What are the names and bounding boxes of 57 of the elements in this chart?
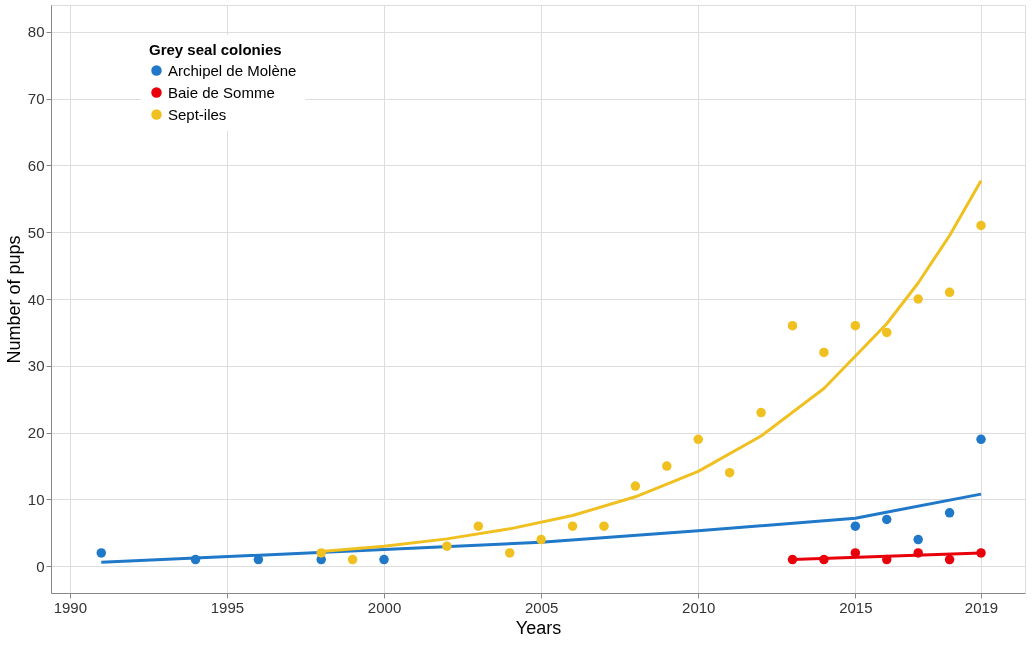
point (190, 554, 201, 565)
point (913, 534, 923, 545)
point (976, 434, 986, 445)
point (724, 467, 735, 478)
point (787, 554, 798, 565)
point (662, 461, 672, 471)
y-tick-label: 30 (27, 357, 45, 375)
point (379, 554, 389, 565)
point (819, 347, 829, 358)
point (756, 407, 766, 418)
point (944, 508, 955, 518)
point (787, 320, 798, 331)
x-tick-label: 2005 (524, 598, 559, 616)
x-axis-title: Years (515, 617, 562, 638)
point (96, 548, 107, 558)
legend-label: Archipel de Molène (168, 61, 297, 79)
point (819, 554, 829, 565)
legend-title: Grey seal colonies (149, 41, 282, 58)
x-tick-label: 2019 (964, 598, 999, 616)
y-tick-label: 0 (36, 557, 45, 575)
y-axis-title: Number of pups (3, 235, 24, 364)
y-tick-label: 70 (27, 90, 45, 108)
x-tick-label: 2015 (839, 598, 873, 616)
point (850, 320, 861, 331)
point (913, 294, 923, 304)
y-tick-label: 40 (27, 290, 45, 308)
point (567, 521, 578, 531)
point (693, 434, 703, 445)
y-tick-label: 60 (27, 156, 45, 174)
legend-label: Baie de Somme (168, 83, 275, 101)
point (630, 481, 641, 491)
point (976, 548, 986, 558)
point (976, 220, 986, 231)
line-series (99, 492, 983, 564)
point (944, 554, 955, 565)
point (347, 554, 358, 565)
point (473, 521, 484, 531)
y-tick-label: 80 (27, 23, 45, 41)
x-tick-label: 1990 (53, 598, 88, 616)
x-tick-label: 2000 (367, 598, 402, 616)
point (504, 548, 515, 558)
point (882, 554, 892, 565)
y-tick-label: 10 (27, 490, 45, 508)
point (882, 327, 892, 338)
point (316, 548, 326, 558)
point (536, 534, 546, 545)
x-tick-label: 1995 (210, 598, 245, 616)
y-tick-label: 50 (27, 223, 45, 241)
x-tick-label: 2010 (682, 598, 716, 616)
point (850, 521, 861, 531)
legend-label: Sept-iles (168, 105, 227, 123)
point (944, 287, 955, 298)
point (599, 521, 609, 531)
point (913, 548, 923, 558)
point (442, 541, 452, 551)
point (882, 514, 892, 525)
y-tick-label: 20 (27, 424, 45, 442)
